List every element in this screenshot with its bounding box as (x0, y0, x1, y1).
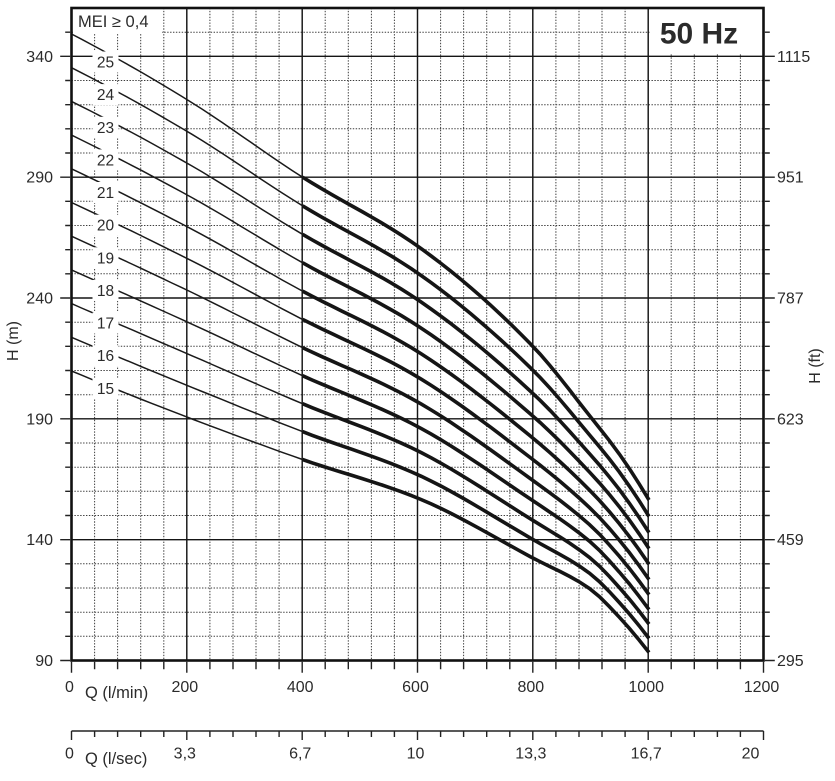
svg-text:22: 22 (97, 152, 114, 169)
svg-text:20: 20 (97, 218, 115, 235)
svg-text:340: 340 (26, 49, 53, 66)
svg-text:0: 0 (65, 679, 74, 696)
svg-text:H (ft): H (ft) (807, 348, 824, 384)
svg-text:23: 23 (97, 120, 114, 137)
svg-text:1000: 1000 (628, 679, 664, 696)
svg-text:140: 140 (26, 532, 53, 549)
svg-text:19: 19 (97, 250, 114, 267)
svg-text:17: 17 (97, 316, 114, 333)
svg-text:600: 600 (402, 679, 429, 696)
svg-text:951: 951 (777, 170, 804, 187)
svg-text:3,3: 3,3 (174, 746, 196, 763)
svg-text:20: 20 (742, 746, 760, 763)
svg-text:MEI ≥ 0,4: MEI ≥ 0,4 (78, 13, 149, 31)
svg-text:13,3: 13,3 (515, 746, 546, 763)
svg-text:240: 240 (26, 291, 53, 308)
svg-text:Q (l/sec): Q (l/sec) (85, 750, 147, 768)
svg-text:290: 290 (26, 170, 53, 187)
svg-text:21: 21 (97, 185, 114, 202)
svg-text:16: 16 (97, 348, 114, 365)
svg-text:0: 0 (65, 746, 74, 763)
svg-text:400: 400 (287, 679, 314, 696)
svg-text:623: 623 (777, 411, 804, 428)
svg-text:15: 15 (97, 381, 114, 398)
svg-text:1115: 1115 (777, 49, 810, 66)
svg-text:1200: 1200 (744, 679, 780, 696)
svg-text:6,7: 6,7 (289, 746, 311, 763)
svg-text:24: 24 (97, 87, 115, 104)
svg-text:Q (l/min): Q (l/min) (85, 684, 148, 702)
svg-text:18: 18 (97, 283, 114, 300)
svg-text:459: 459 (777, 532, 804, 549)
svg-text:200: 200 (171, 679, 198, 696)
svg-text:50 Hz: 50 Hz (660, 18, 738, 51)
svg-text:787: 787 (777, 291, 804, 308)
svg-text:10: 10 (407, 746, 425, 763)
svg-text:16,7: 16,7 (631, 746, 662, 763)
svg-text:25: 25 (97, 55, 114, 72)
svg-text:90: 90 (35, 653, 53, 670)
svg-text:800: 800 (517, 679, 544, 696)
svg-text:295: 295 (777, 653, 804, 670)
svg-text:H (m): H (m) (5, 321, 22, 361)
svg-text:190: 190 (26, 411, 53, 428)
